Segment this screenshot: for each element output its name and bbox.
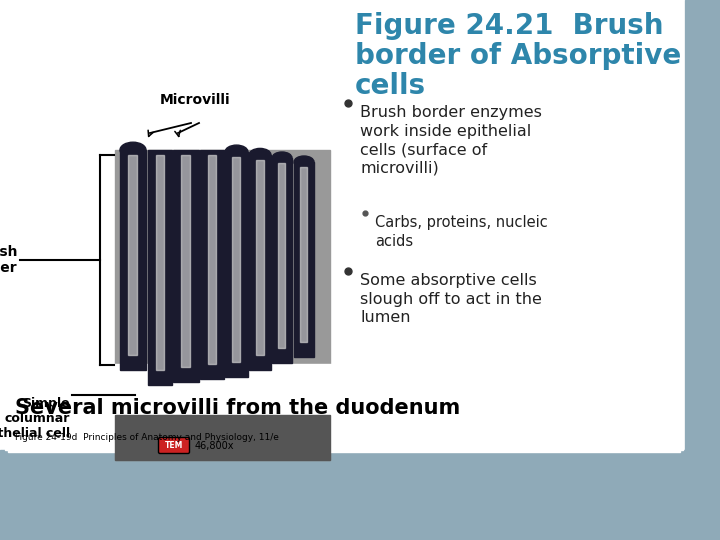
Text: Brush
border: Brush border [0, 245, 18, 275]
Ellipse shape [120, 142, 146, 158]
Bar [0, 450, 720, 540]
Bar [128, 155, 138, 355]
Text: Simple
columnar
epithelial cell: Simple columnar epithelial cell [0, 397, 70, 440]
Bar [279, 163, 285, 348]
Bar [148, 150, 172, 385]
Text: Brush border enzymes
work inside epithelial
cells (surface of
microvilli): Brush border enzymes work inside epithel… [360, 105, 542, 176]
Bar [233, 157, 240, 362]
Text: 46,800x: 46,800x [195, 441, 235, 450]
Bar [249, 155, 271, 370]
Ellipse shape [249, 148, 271, 161]
Text: Carbs, proteins, nucleic
acids: Carbs, proteins, nucleic acids [375, 215, 548, 248]
Bar [173, 150, 199, 382]
Bar [272, 158, 292, 363]
Ellipse shape [294, 156, 314, 168]
Bar [8, 364, 680, 452]
Bar [256, 160, 264, 355]
Text: border of Absorptive: border of Absorptive [355, 42, 681, 70]
Bar [300, 167, 307, 342]
Bar [181, 155, 190, 367]
FancyBboxPatch shape [158, 437, 189, 454]
Bar [200, 150, 224, 379]
Bar [120, 150, 146, 370]
Text: TEM: TEM [165, 441, 183, 450]
Ellipse shape [272, 152, 292, 164]
Ellipse shape [225, 145, 248, 159]
Bar [115, 150, 330, 460]
Bar [225, 152, 248, 377]
Bar [207, 155, 216, 364]
Text: cells: cells [355, 72, 426, 100]
Bar [115, 415, 330, 460]
Text: Several microvilli from the duodenum: Several microvilli from the duodenum [15, 398, 460, 418]
Bar [156, 155, 164, 370]
Bar [294, 162, 314, 357]
Bar [685, 0, 720, 540]
Bar [5, 0, 683, 450]
Text: Microvilli: Microvilli [160, 93, 230, 107]
Text: Figure 24.21  Brush: Figure 24.21 Brush [355, 12, 664, 40]
Text: Figure 24-19d  Principles of Anatomy and Physiology, 11/e: Figure 24-19d Principles of Anatomy and … [15, 434, 279, 442]
Text: Some absorptive cells
slough off to act in the
lumen: Some absorptive cells slough off to act … [360, 273, 542, 325]
